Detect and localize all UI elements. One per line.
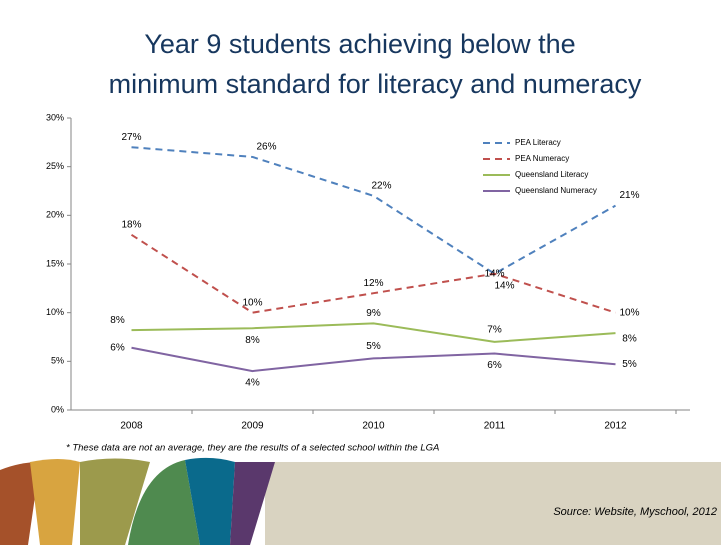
data-label: 27% (121, 132, 141, 143)
data-label: 10% (242, 297, 262, 308)
x-tick-label: 2012 (604, 421, 627, 432)
data-label: 21% (619, 190, 639, 201)
legend-label: PEA Numeracy (515, 154, 569, 163)
legend-label: PEA Literacy (515, 138, 561, 147)
data-label: 8% (622, 334, 637, 345)
title-line-2: minimum standard for literacy and numera… (109, 69, 642, 99)
data-label: 22% (371, 181, 391, 192)
y-tick-label: 20% (46, 210, 64, 220)
data-label: 6% (487, 360, 502, 371)
arch (185, 457, 235, 545)
data-label: 14% (494, 280, 514, 291)
arch (230, 462, 275, 545)
y-tick-label: 0% (51, 404, 64, 414)
series-line (131, 146, 616, 275)
series-line (131, 322, 616, 343)
data-label: 6% (110, 342, 125, 353)
data-label: 12% (363, 278, 383, 289)
data-label: 26% (256, 142, 276, 153)
chart: 0% 5% 10% 15% 20% 25% 30% 2008 2009 2010 2011 2012 2… (46, 112, 690, 432)
data-label: 8% (245, 335, 260, 346)
data-label: 4% (245, 378, 260, 389)
x-tick-label: 2009 (241, 421, 264, 432)
arch (0, 462, 40, 545)
y-tick-label: 15% (46, 258, 64, 268)
footnote: * These data are not an average, they ar… (66, 443, 439, 454)
source: Source: Website, Myschool, 2012 (553, 506, 717, 518)
x-tick-label: 2011 (484, 421, 506, 432)
title-line-1: Year 9 students achieving below the (144, 29, 575, 59)
x-tick-label: 2008 (120, 421, 143, 432)
x-tick-label: 2010 (362, 421, 385, 432)
arch (80, 458, 150, 545)
data-label: 7% (487, 325, 502, 336)
data-label: 14% (484, 268, 504, 279)
legend-label: Queensland Literacy (515, 170, 588, 179)
y-tick-label: 10% (46, 307, 64, 317)
data-label: 5% (366, 341, 381, 352)
data-label: 9% (366, 308, 381, 319)
data-label: 8% (110, 315, 125, 326)
beige-band (265, 462, 721, 545)
y-tick-label: 5% (51, 356, 64, 366)
arch (30, 459, 80, 545)
data-label: 18% (121, 219, 141, 230)
y-tick-label: 25% (46, 161, 64, 171)
legend-label: Queensland Numeracy (515, 186, 597, 195)
series-line (130, 233, 616, 314)
data-label: 5% (622, 359, 637, 370)
arch (128, 460, 200, 545)
y-tick-label: 30% (46, 112, 64, 122)
decoration (0, 457, 721, 545)
series-line (131, 346, 616, 373)
data-label: 10% (619, 307, 639, 318)
